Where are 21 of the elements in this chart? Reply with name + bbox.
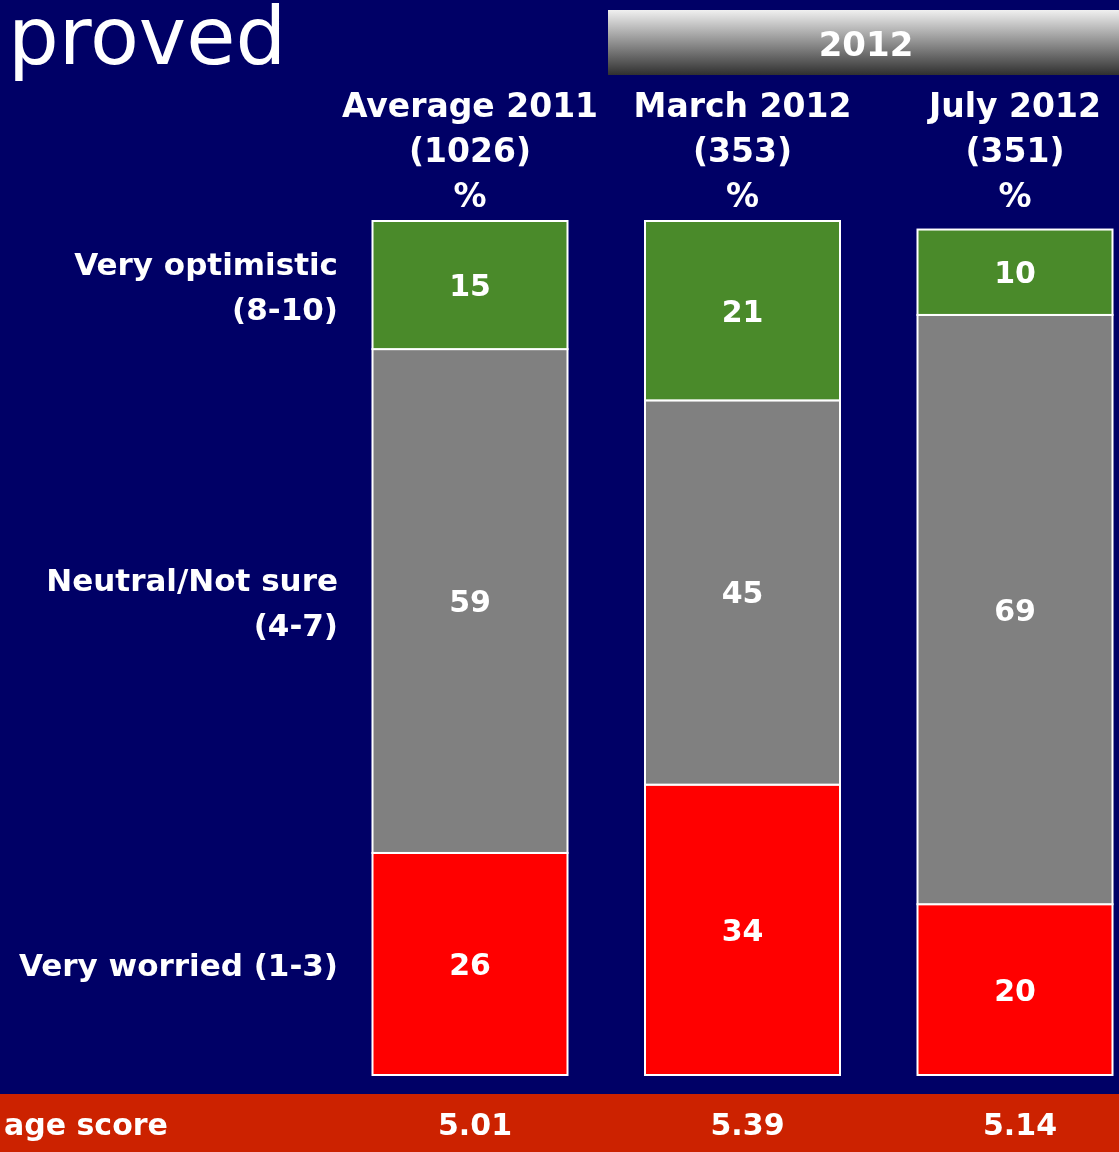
data-label: 15 (449, 268, 491, 304)
series-label: Very worried (1-3) (18, 946, 338, 983)
data-label: 20 (994, 972, 1036, 1008)
data-label: 21 (721, 293, 764, 329)
text: 5.01 (437, 1107, 513, 1142)
chart-title: proved (8, 0, 287, 83)
data-label: 45 (721, 575, 764, 611)
x-tick-label: March 2012 (353) % (633, 86, 852, 215)
data-label: 59 (449, 584, 491, 620)
text: 5.39 (710, 1107, 785, 1142)
data-label: 34 (721, 912, 764, 948)
data-label: 26 (449, 946, 491, 982)
text: 2012 (818, 24, 914, 64)
data-label: 10 (994, 255, 1036, 291)
text: 5.14 (982, 1107, 1058, 1142)
data-label: 69 (994, 592, 1036, 628)
series-label: Neutral/Not sure (4-7) (46, 561, 338, 643)
x-tick-label: Average 2011 (1026) % (341, 86, 599, 215)
series-label: Very optimistic (8-10) (74, 245, 338, 327)
x-tick-label: July 2012 (351) % (927, 86, 1101, 215)
text: age score (4, 1107, 168, 1142)
